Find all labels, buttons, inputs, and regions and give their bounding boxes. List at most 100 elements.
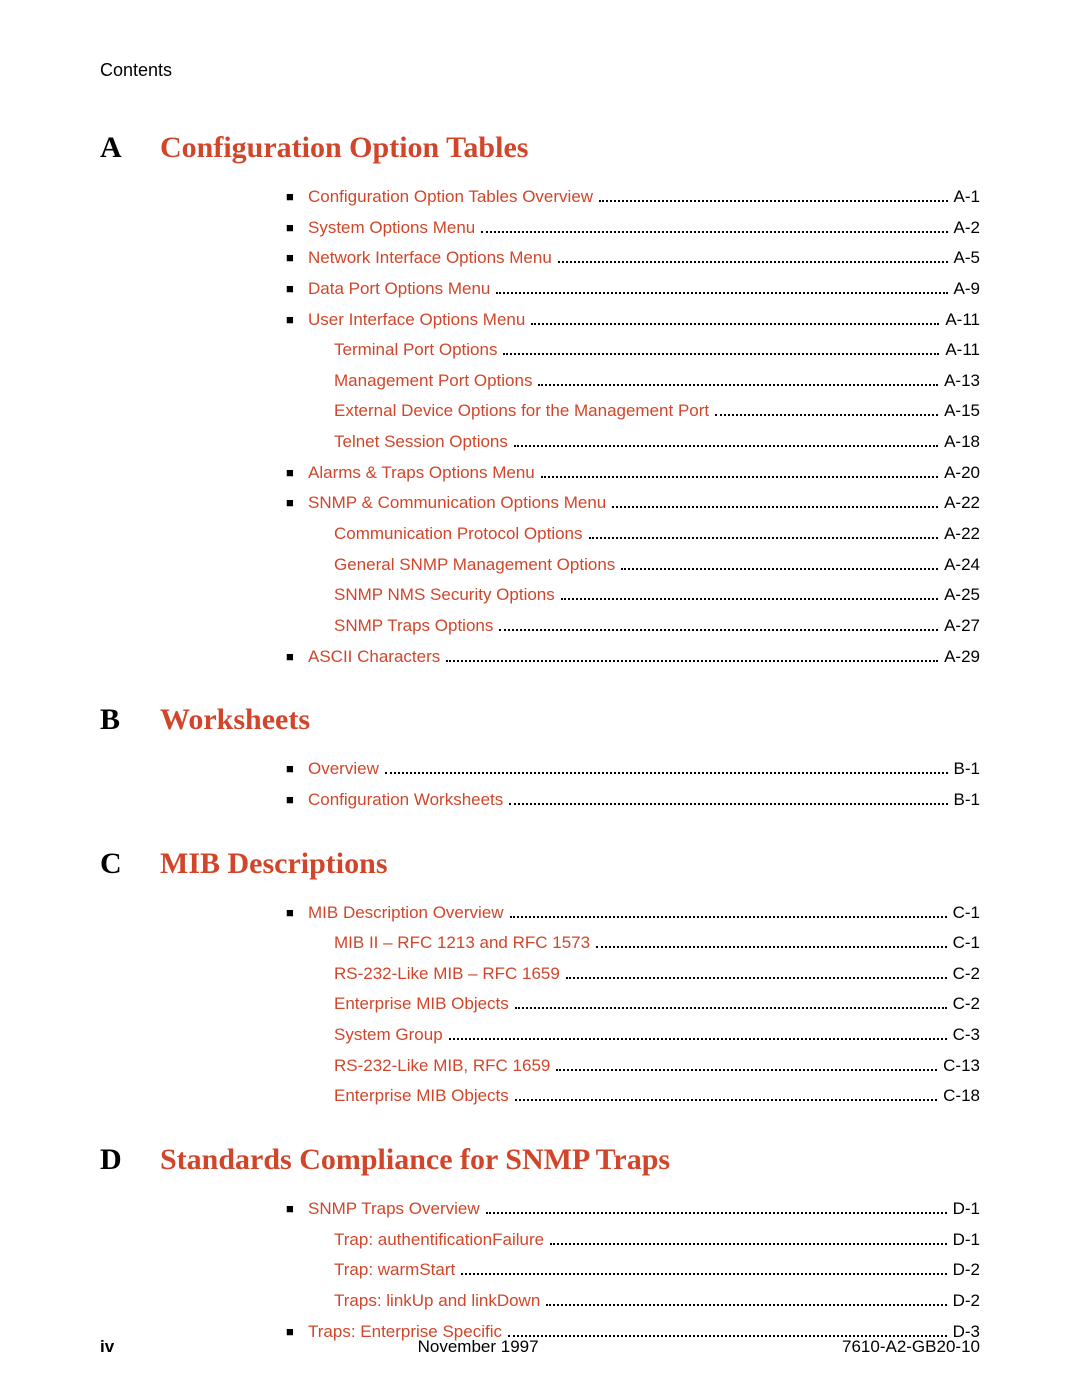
toc-row[interactable]: ■Configuration Option Tables OverviewA-1 (286, 185, 980, 210)
bullet-icon: ■ (286, 648, 308, 667)
toc-row[interactable]: Communication Protocol OptionsA-22 (286, 522, 980, 547)
footer-page-number: iv (100, 1337, 114, 1357)
toc-label: System Options Menu (308, 216, 475, 241)
toc-label: Management Port Options (334, 369, 532, 394)
leader-dots (481, 217, 947, 233)
section-header: BWorksheets (100, 703, 980, 737)
toc-page-number: A-22 (944, 522, 980, 547)
toc-row[interactable]: Management Port Options A-13 (286, 369, 980, 394)
toc-row[interactable]: ■Data Port Options MenuA-9 (286, 277, 980, 302)
leader-dots (546, 1290, 946, 1306)
toc-page-number: A-25 (944, 583, 980, 608)
toc-row[interactable]: SNMP Traps OptionsA-27 (286, 614, 980, 639)
section-letter: B (100, 703, 160, 737)
toc-row[interactable]: ■Configuration WorksheetsB-1 (286, 788, 980, 813)
sections-container: AConfiguration Option Tables■Configurati… (100, 131, 980, 1344)
leader-dots (385, 759, 948, 775)
leader-dots (514, 432, 938, 448)
leader-dots (556, 1055, 937, 1071)
toc-row[interactable]: MIB II – RFC 1213 and RFC 1573 C-1 (286, 931, 980, 956)
section-letter: C (100, 847, 160, 881)
leader-dots (538, 370, 938, 386)
toc-page-number: C-1 (953, 931, 980, 956)
leader-dots (509, 789, 947, 805)
toc-row[interactable]: Trap: authentificationFailure D-1 (286, 1228, 980, 1253)
leader-dots (508, 1321, 947, 1337)
toc-row[interactable]: Trap: warmStartD-2 (286, 1258, 980, 1283)
bullet-icon: ■ (286, 311, 308, 330)
leader-dots (486, 1198, 947, 1214)
leader-dots (599, 186, 947, 202)
leader-dots (612, 493, 938, 509)
toc-page-number: A-27 (944, 614, 980, 639)
section-title: Standards Compliance for SNMP Traps (160, 1143, 670, 1177)
toc-label: Data Port Options Menu (308, 277, 490, 302)
toc-row[interactable]: ■ASCII CharactersA-29 (286, 645, 980, 670)
toc-list: ■OverviewB-1 ■Configuration WorksheetsB-1 (100, 757, 980, 812)
toc-row[interactable]: Terminal Port OptionsA-11 (286, 338, 980, 363)
leader-dots (715, 401, 938, 417)
page-header: Contents (100, 60, 980, 81)
toc-row[interactable]: External Device Options for the Manageme… (286, 399, 980, 424)
leader-dots (515, 1086, 937, 1102)
toc-page-number: A-13 (944, 369, 980, 394)
toc-row[interactable]: Enterprise MIB Objects C-2 (286, 992, 980, 1017)
toc-row[interactable]: ■System Options MenuA-2 (286, 216, 980, 241)
toc-row[interactable]: System GroupC-3 (286, 1023, 980, 1048)
toc-label: User Interface Options Menu (308, 308, 525, 333)
toc-row[interactable]: ■SNMP Traps OverviewD-1 (286, 1197, 980, 1222)
toc-page-number: D-1 (953, 1228, 980, 1253)
toc-row[interactable]: ■Alarms & Traps Options MenuA-20 (286, 461, 980, 486)
toc-page-number: A-1 (954, 185, 980, 210)
section: DStandards Compliance for SNMP Traps■SNM… (100, 1143, 980, 1344)
toc-label: SNMP & Communication Options Menu (308, 491, 606, 516)
toc-label: Enterprise MIB Objects (334, 992, 509, 1017)
toc-row[interactable]: RS-232-Like MIB, RFC 1659C-13 (286, 1054, 980, 1079)
bullet-icon: ■ (286, 760, 308, 779)
toc-label: Network Interface Options Menu (308, 246, 552, 271)
toc-row[interactable]: Telnet Session OptionsA-18 (286, 430, 980, 455)
leader-dots (449, 1025, 947, 1041)
toc-row[interactable]: RS-232-Like MIB – RFC 1659C-2 (286, 962, 980, 987)
bullet-icon: ■ (286, 791, 308, 810)
toc-page-number: C-2 (953, 962, 980, 987)
toc-page-number: A-9 (954, 277, 980, 302)
toc-label: Configuration Worksheets (308, 788, 503, 813)
toc-label: System Group (334, 1023, 443, 1048)
page: Contents AConfiguration Option Tables■Co… (0, 0, 1080, 1397)
bullet-icon: ■ (286, 464, 308, 483)
bullet-icon: ■ (286, 249, 308, 268)
toc-row[interactable]: General SNMP Management OptionsA-24 (286, 553, 980, 578)
toc-page-number: D-1 (953, 1197, 980, 1222)
leader-dots (503, 340, 939, 356)
toc-row[interactable]: ■SNMP & Communication Options MenuA-22 (286, 491, 980, 516)
section-letter: D (100, 1143, 160, 1177)
toc-row[interactable]: ■User Interface Options Menu A-11 (286, 308, 980, 333)
toc-label: Configuration Option Tables Overview (308, 185, 593, 210)
toc-row[interactable]: ■Network Interface Options MenuA-5 (286, 246, 980, 271)
leader-dots (566, 963, 947, 979)
toc-label: SNMP Traps Overview (308, 1197, 480, 1222)
toc-label: MIB II – RFC 1213 and RFC 1573 (334, 931, 590, 956)
toc-label: Trap: authentificationFailure (334, 1228, 544, 1253)
toc-label: Enterprise MIB Objects (334, 1084, 509, 1109)
section: AConfiguration Option Tables■Configurati… (100, 131, 980, 669)
leader-dots (461, 1260, 946, 1276)
toc-page-number: C-18 (943, 1084, 980, 1109)
toc-page-number: C-2 (953, 992, 980, 1017)
footer-doc-id: 7610-A2-GB20-10 (842, 1337, 980, 1357)
section-letter: A (100, 131, 160, 165)
toc-label: MIB Description Overview (308, 901, 504, 926)
toc-row[interactable]: SNMP NMS Security OptionsA-25 (286, 583, 980, 608)
toc-label: ASCII Characters (308, 645, 440, 670)
toc-row[interactable]: Enterprise MIB Objects C-18 (286, 1084, 980, 1109)
toc-label: Traps: linkUp and linkDown (334, 1289, 540, 1314)
toc-list: ■ Configuration Option Tables Overview A-1… (100, 185, 980, 669)
toc-label: Telnet Session Options (334, 430, 508, 455)
toc-row[interactable]: ■OverviewB-1 (286, 757, 980, 782)
leader-dots (541, 462, 938, 478)
toc-row[interactable]: Traps: linkUp and linkDownD-2 (286, 1289, 980, 1314)
toc-page-number: A-11 (945, 308, 980, 333)
toc-row[interactable]: ■MIB Description OverviewC-1 (286, 901, 980, 926)
leader-dots (446, 646, 938, 662)
